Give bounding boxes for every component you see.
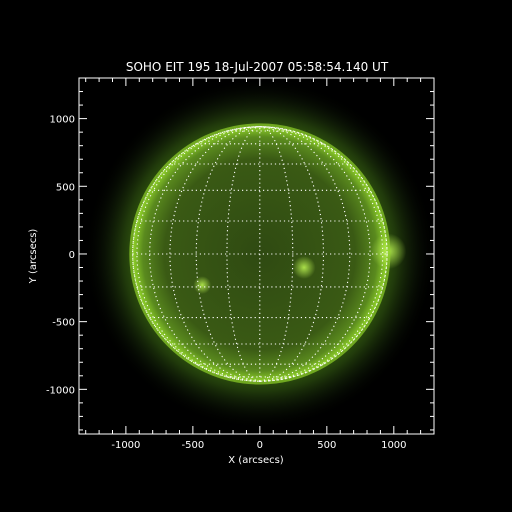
x-tick-label: -500	[182, 440, 205, 451]
x-tick-label: 0	[257, 440, 263, 451]
x-tick-label: -1000	[111, 440, 140, 451]
x-tick-label: 1000	[381, 440, 406, 451]
solar-disk-image	[79, 78, 434, 434]
y-tick-label: -500	[52, 318, 75, 329]
grid-line	[169, 126, 260, 382]
y-tick-label: 500	[56, 182, 75, 193]
y-tick-label: 0	[69, 250, 75, 261]
grid-line	[132, 126, 388, 382]
axis-ticks	[79, 77, 435, 434]
active-region	[193, 276, 212, 295]
grid-line	[259, 126, 384, 382]
heliographic-grid	[132, 126, 388, 382]
plot-frame	[78, 77, 435, 435]
grid-line	[259, 126, 351, 382]
x-axis-label: X (arcsecs)	[228, 455, 284, 466]
active-region	[292, 256, 316, 279]
y-tick-label: 1000	[50, 115, 75, 126]
y-tick-label: -1000	[46, 385, 75, 396]
y-axis-label: Y (arcsecs)	[28, 229, 39, 285]
plot-title: SOHO EIT 195 18-Jul-2007 05:58:54.140 UT	[126, 60, 389, 74]
solar-limb	[129, 123, 391, 385]
grid-line	[136, 126, 260, 382]
x-tick-label: 500	[317, 440, 336, 451]
